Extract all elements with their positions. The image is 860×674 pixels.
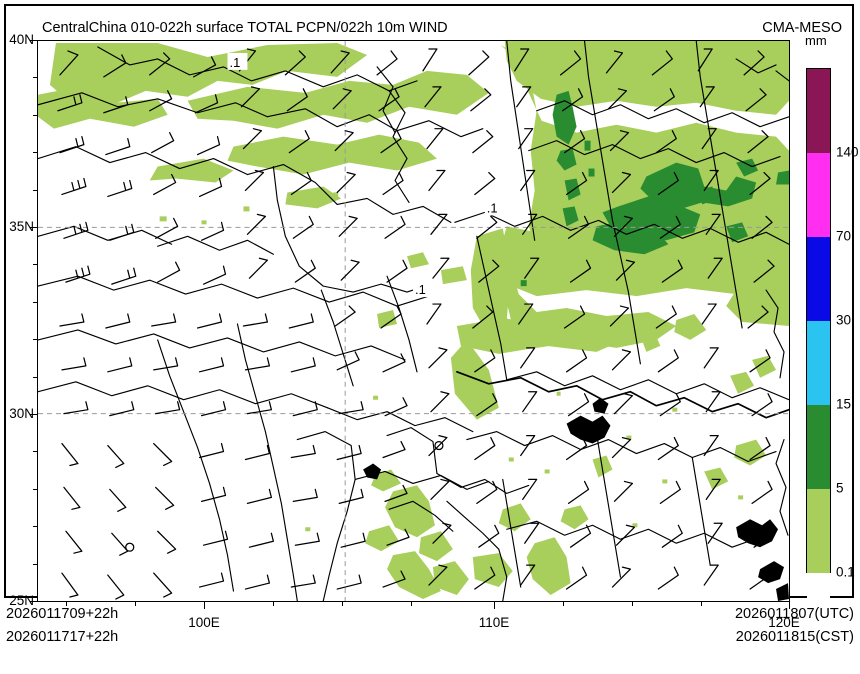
xtick-label-110e: 110E xyxy=(478,615,510,630)
map-canvas: .1 .1 .1 xyxy=(38,41,789,601)
ytick-minor xyxy=(33,451,37,452)
footer-valid-time-utc: 2026011807(UTC) xyxy=(734,606,854,622)
colorbar-cell-70-140[interactable] xyxy=(807,153,830,237)
xtick-minor xyxy=(563,602,564,606)
map-plot-area[interactable]: .1 .1 .1 xyxy=(37,40,790,602)
colorbar-cell-5-15[interactable] xyxy=(807,405,830,489)
ytick-label-30n: 30N xyxy=(9,406,34,421)
city-markers xyxy=(363,397,789,601)
colorbar-cell-140-plus[interactable] xyxy=(807,69,830,153)
ytick-minor xyxy=(33,302,37,303)
colorbar-cell-below-0.1[interactable] xyxy=(807,573,830,658)
ytick-minor xyxy=(33,489,37,490)
ytick-40n xyxy=(30,40,37,41)
xtick-minor xyxy=(66,602,67,606)
xtick-100e xyxy=(204,602,205,609)
footer-init-time-cst: 2026011717+22h xyxy=(6,629,119,645)
xtick-label-120e: 120E xyxy=(768,615,800,630)
footer-valid-time-cst: 2026011815(CST) xyxy=(735,629,854,645)
colorbar-label-0.1: 0.1 xyxy=(836,564,855,580)
colorbar-cell-30-70[interactable] xyxy=(807,237,830,321)
map-boundaries xyxy=(38,41,789,601)
ytick-minor xyxy=(33,115,37,116)
colorbar-cell-15-30[interactable] xyxy=(807,321,830,405)
ytick-30n xyxy=(30,414,37,415)
ytick-label-40n: 40N xyxy=(9,32,34,47)
contour-label-2: .1 xyxy=(487,200,498,215)
xtick-minor xyxy=(701,602,702,606)
ytick-minor xyxy=(33,152,37,153)
xtick-120e xyxy=(789,602,790,609)
map-gridlines xyxy=(38,41,789,601)
colorbar-cell-0.1-5[interactable] xyxy=(807,489,830,573)
ytick-35n xyxy=(30,227,37,228)
ytick-minor xyxy=(33,77,37,78)
xtick-label-100e: 100E xyxy=(188,615,220,630)
xtick-minor xyxy=(632,602,633,606)
colorbar-label-70: 70 xyxy=(836,228,852,244)
colorbar-unit-label: mm xyxy=(805,33,827,48)
xtick-minor xyxy=(411,602,412,606)
ytick-minor xyxy=(33,339,37,340)
ytick-minor xyxy=(33,526,37,527)
footer-init-time-utc: 2026011709+22h xyxy=(6,606,119,622)
ytick-25n xyxy=(30,601,37,602)
ytick-minor xyxy=(33,264,37,265)
ytick-minor xyxy=(33,190,37,191)
colorbar-label-140: 140 xyxy=(836,144,859,160)
xtick-110e xyxy=(494,602,495,609)
contour-label-3: .1 xyxy=(415,282,426,297)
colorbar[interactable] xyxy=(806,68,831,658)
contour-labels: .1 .1 .1 xyxy=(227,52,505,297)
ytick-label-25n: 25N xyxy=(9,593,34,608)
precip-band-light xyxy=(38,41,789,600)
contour-label-1: .1 xyxy=(229,55,240,70)
ytick-minor xyxy=(33,564,37,565)
xtick-minor xyxy=(273,602,274,606)
model-label: CMA-MESO xyxy=(762,20,842,36)
colorbar-label-5: 5 xyxy=(836,480,844,496)
colorbar-label-30: 30 xyxy=(836,312,852,328)
ytick-minor xyxy=(33,377,37,378)
xtick-minor xyxy=(135,602,136,606)
xtick-minor xyxy=(342,602,343,606)
colorbar-label-15: 15 xyxy=(836,396,852,412)
page-title: CentralChina 010-022h surface TOTAL PCPN… xyxy=(42,20,448,36)
ytick-label-35n: 35N xyxy=(9,219,34,234)
